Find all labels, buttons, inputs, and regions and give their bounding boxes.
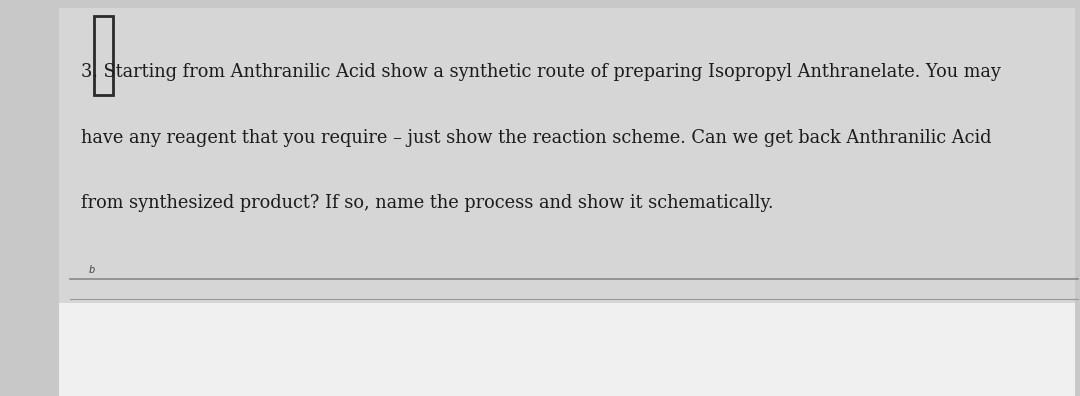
FancyBboxPatch shape [59, 8, 1075, 396]
Text: 3. Starting from Anthranilic Acid show a synthetic route of preparing Isopropyl : 3. Starting from Anthranilic Acid show a… [81, 63, 1001, 81]
Text: from synthesized product? If so, name the process and show it schematically.: from synthesized product? If so, name th… [81, 194, 773, 212]
Text: b: b [89, 265, 95, 275]
Bar [94, 16, 113, 95]
Text: have any reagent that you require – just show the reaction scheme. Can we get ba: have any reagent that you require – just… [81, 129, 991, 147]
FancyBboxPatch shape [59, 303, 1075, 396]
